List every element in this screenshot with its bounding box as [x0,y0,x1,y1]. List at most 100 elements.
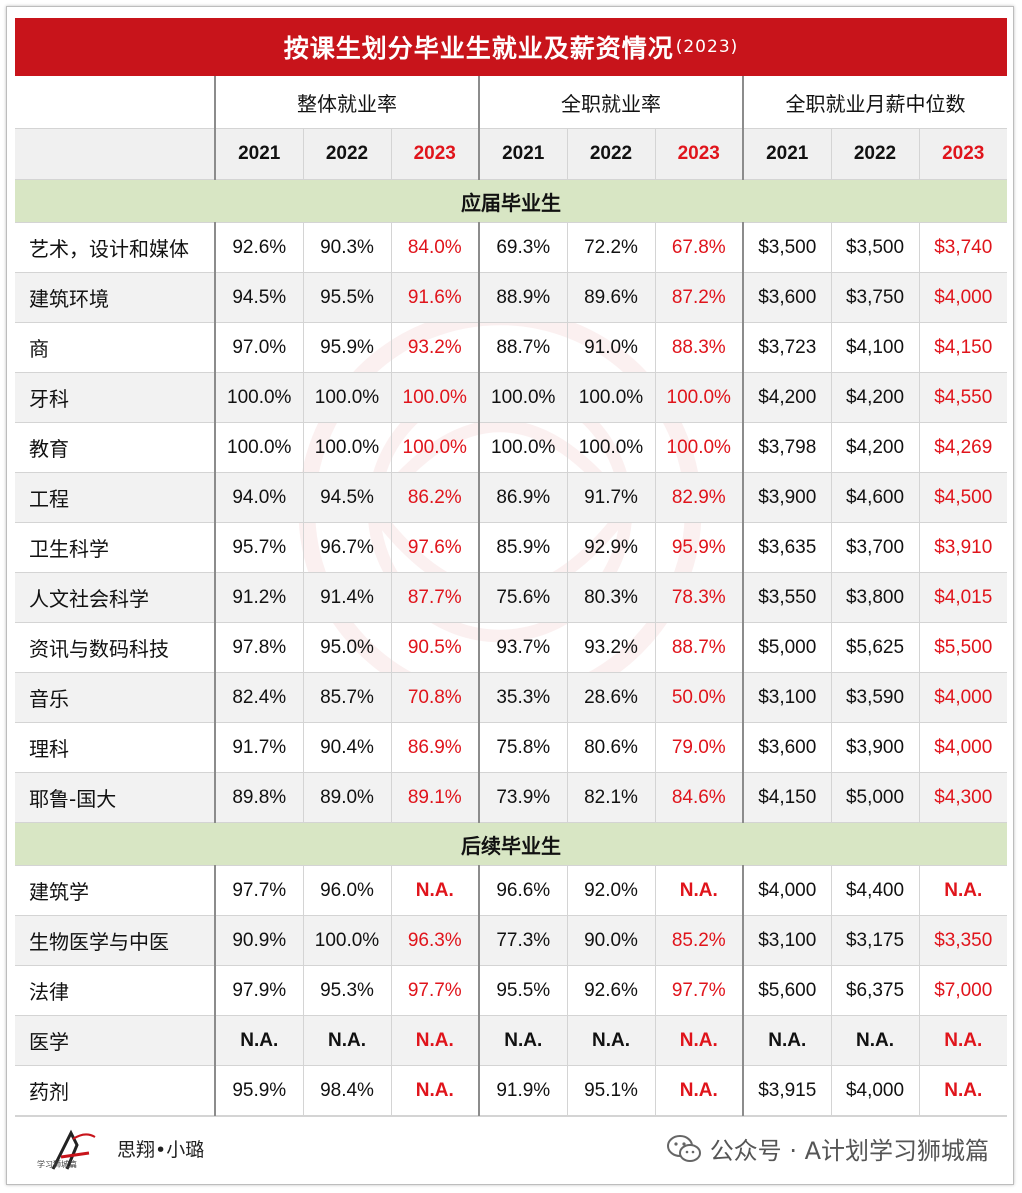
table-cell: 87.2% [654,272,744,323]
table-cell: 100.0% [654,422,744,473]
table-cell: 82.9% [654,472,744,523]
table-cell: 97.7% [215,865,303,916]
table-cell: N.A. [918,1015,1008,1066]
table-cell: 93.2% [566,622,655,673]
table-cell: 96.6% [479,865,567,916]
row-label: 教育 [15,422,216,473]
table-cell: 95.5% [302,272,391,323]
table-cell: 95.9% [215,1065,303,1116]
logo-caption: 学习狮城篇 [37,1160,77,1169]
table-cell: $4,600 [830,472,919,523]
table-cell: 72.2% [566,222,655,273]
group-header-row: 整体就业率 全职就业率 全职就业月薪中位数 [15,76,1008,129]
row-label: 工程 [15,472,216,523]
table-cell: $4,000 [918,272,1008,323]
table-cell: $3,350 [918,915,1008,966]
table-row: 资讯与数码科技 97.8% 95.0% 90.5% 93.7% 93.2% 88.7% $5,… [15,622,1008,673]
table-cell: 95.9% [302,322,391,373]
table-row: 建筑学 97.7% 96.0% N.A. 96.6% 92.0% N.A. $4,000 $4,… [15,865,1008,916]
table-row: 商 97.0% 95.9% 93.2% 88.7% 91.0% 88.3% $3,723 $4,… [15,322,1008,373]
group-header-salary: 全职就业月薪中位数 [743,76,1008,129]
table-cell: 94.5% [302,472,391,523]
table-cell: 78.3% [654,572,744,623]
table-row: 人文社会科学 91.2% 91.4% 87.7% 75.6% 80.3% 78.3% $3,5… [15,572,1008,623]
table-cell: $4,400 [830,865,919,916]
table-cell: 88.7% [654,622,744,673]
table-cell: 98.4% [302,1065,391,1116]
table-cell: $3,500 [743,222,831,273]
table-cell: 95.3% [302,965,391,1016]
table-cell: 85.7% [302,672,391,723]
table-cell: $3,723 [743,322,831,373]
table-cell: 100.0% [215,372,303,423]
wechat-icon [666,1134,701,1162]
table-cell: 87.7% [390,572,480,623]
table-cell: 91.2% [215,572,303,623]
row-label: 商 [15,322,216,373]
year-header: 2021 [479,128,567,180]
table-cell: 92.9% [566,522,655,573]
row-label: 资讯与数码科技 [15,622,216,673]
table-cell: $5,000 [743,622,831,673]
table-cell: 100.0% [215,422,303,473]
table-row: 生物医学与中医 90.9% 100.0% 96.3% 77.3% 90.0% 85.2% $3… [15,915,1008,966]
table-cell: 95.5% [479,965,567,1016]
table-cell: $3,900 [830,722,919,773]
table-cell: 91.0% [566,322,655,373]
table-cell: $3,750 [830,272,919,323]
table-cell: $3,910 [918,522,1008,573]
corner-cell [15,128,216,180]
table-cell: N.A. [654,865,744,916]
table-cell: $5,000 [830,772,919,823]
year-header: 2022 [302,128,391,180]
table-cell: $3,500 [830,222,919,273]
table-row: 耶鲁-国大 89.8% 89.0% 89.1% 73.9% 82.1% 84.6% $4,15… [15,772,1008,823]
table-cell: $5,625 [830,622,919,673]
group-header-fulltime: 全职就业率 [479,76,744,129]
table-cell: 96.3% [390,915,480,966]
table-row: 教育 100.0% 100.0% 100.0% 100.0% 100.0% 100.0% $3… [15,422,1008,473]
table-cell: $3,800 [830,572,919,623]
table-cell: 100.0% [302,915,391,966]
employment-salary-table: 整体就业率 全职就业率 全职就业月薪中位数 2021 2022 2023 202… [15,76,1008,1116]
table-cell: 97.8% [215,622,303,673]
table-cell: $4,000 [918,722,1008,773]
table-cell: $4,000 [918,672,1008,723]
table-cell: 90.9% [215,915,303,966]
row-label: 建筑学 [15,865,216,916]
table-row: 法律 97.9% 95.3% 97.7% 95.5% 92.6% 97.7% $5,600 $6… [15,965,1008,1016]
section-label: 应届毕业生 [15,179,1008,223]
table-cell: 77.3% [479,915,567,966]
table-cell: 91.7% [566,472,655,523]
year-header: 2021 [215,128,303,180]
table-cell: 89.8% [215,772,303,823]
year-header: 2021 [743,128,831,180]
table-cell: 35.3% [479,672,567,723]
section-header-row: 后续毕业生 [15,822,1008,866]
table-cell: $4,150 [743,772,831,823]
a-plan-logo-icon [51,1129,96,1170]
table-cell: 91.9% [479,1065,567,1116]
section-header-row: 应届毕业生 [15,179,1008,223]
table-row: 艺术，设计和媒体 92.6% 90.3% 84.0% 69.3% 72.2% 67.8% $3… [15,222,1008,273]
table-cell: 97.6% [390,522,480,573]
table-cell: 93.2% [390,322,480,373]
table-cell: 75.6% [479,572,567,623]
table-cell: $3,900 [743,472,831,523]
table-cell: 97.7% [654,965,744,1016]
wechat-account: 公众号 · A计划学习狮城篇 [666,1131,989,1166]
table-cell: 84.0% [390,222,480,273]
table-row: 理科 91.7% 90.4% 86.9% 75.8% 80.6% 79.0% $3,600 $3… [15,722,1008,773]
table-cell: 92.6% [566,965,655,1016]
table-cell: N.A. [390,1065,480,1116]
table-cell: $4,300 [918,772,1008,823]
table-cell: 100.0% [479,422,567,473]
table-cell: N.A. [918,865,1008,916]
table-cell: 84.6% [654,772,744,823]
table-cell: 91.6% [390,272,480,323]
table-cell: 92.6% [215,222,303,273]
table-cell: N.A. [566,1015,655,1066]
table-row: 建筑环境 94.5% 95.5% 91.6% 88.9% 89.6% 87.2% $3,600… [15,272,1008,323]
table-cell: 97.7% [390,965,480,1016]
table-cell: 97.9% [215,965,303,1016]
